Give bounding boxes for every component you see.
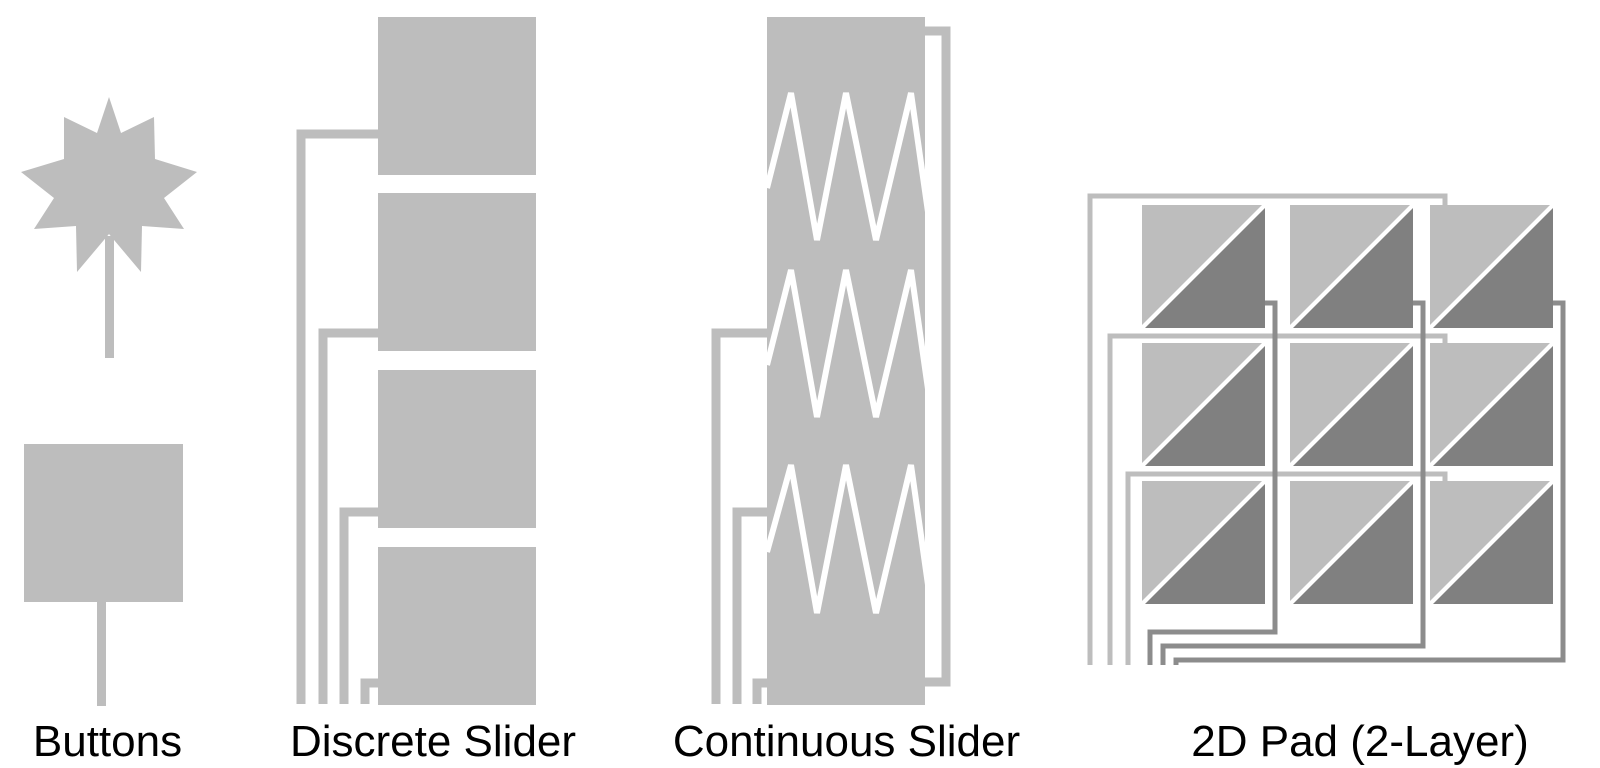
star-button-trace (105, 236, 114, 358)
continuous-slider-panel (711, 17, 951, 705)
discrete-slider-caption: Discrete Slider (289, 717, 577, 766)
pad-cell-3-2-top (1290, 481, 1410, 601)
pad-cell-1-1-top (1142, 205, 1262, 325)
pad-cell-2-3-bottom (1433, 346, 1553, 466)
interleave-zigzag-3 (764, 464, 935, 614)
continuous-trace-3 (752, 678, 767, 704)
pad-col-trace-1 (1147, 300, 1278, 665)
continuous-trace-right (925, 26, 951, 687)
pad-cell-2-3-top (1430, 343, 1550, 463)
slider-trace-2 (318, 328, 378, 704)
square-button-electrode (24, 444, 183, 602)
slider-segment-1 (378, 17, 536, 175)
discrete-slider-panel (296, 17, 536, 705)
2d-pad-caption: 2D Pad (2-Layer) (1191, 717, 1529, 766)
pad-cell-3-3-top (1430, 481, 1550, 601)
pad-cell-3-2-bottom (1293, 484, 1413, 604)
pad-cell-3-1-bottom (1145, 484, 1265, 604)
pad-cell-3-1-top (1142, 481, 1262, 601)
continuous-slider-caption: Continuous Slider (672, 717, 1021, 766)
continuous-trace-1 (711, 328, 767, 704)
slider-segment-3 (378, 370, 536, 528)
interleave-zigzag-2 (764, 269, 935, 418)
slider-segment-4 (378, 547, 536, 705)
pad-cell-1-3-top (1430, 205, 1550, 325)
2d-pad-panel (1087, 193, 1566, 665)
pad-cell-1-2-bottom (1293, 208, 1413, 328)
pad-col-trace-2 (1160, 300, 1426, 665)
square-button-trace (97, 600, 106, 706)
continuous-trace-2 (732, 507, 767, 704)
buttons-caption: Buttons (32, 717, 183, 766)
slider-trace-3 (339, 507, 378, 704)
continuous-slider-electrode (767, 17, 925, 705)
slider-trace-4 (360, 678, 378, 704)
pad-cell-3-3-bottom (1433, 484, 1553, 604)
pad-cell-2-1-bottom (1145, 346, 1265, 466)
pad-cell-1-3-bottom (1433, 208, 1553, 328)
slider-segment-2 (378, 193, 536, 351)
pad-col-trace-3 (1173, 300, 1566, 665)
slider-trace-1 (296, 129, 378, 704)
buttons-panel (21, 97, 197, 706)
star-button-electrode (21, 97, 197, 272)
pad-row-trace-3 (1125, 471, 1448, 665)
pad-cell-2-1-top (1142, 343, 1262, 463)
pad-row-trace-1 (1087, 193, 1448, 665)
pad-cell-2-2-bottom (1293, 346, 1413, 466)
pad-cell-2-2-top (1290, 343, 1410, 463)
pad-cell-1-1-bottom (1145, 208, 1265, 328)
interleave-zigzag-1 (764, 92, 935, 241)
pad-cell-1-2-top (1290, 205, 1410, 325)
